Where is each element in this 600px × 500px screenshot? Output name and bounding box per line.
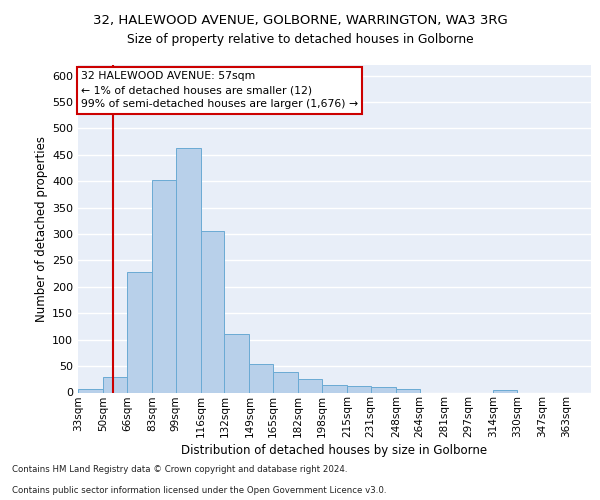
Bar [371, 387, 396, 392]
Text: Contains public sector information licensed under the Open Government Licence v3: Contains public sector information licen… [12, 486, 386, 495]
Text: 32 HALEWOOD AVENUE: 57sqm
← 1% of detached houses are smaller (12)
99% of semi-d: 32 HALEWOOD AVENUE: 57sqm ← 1% of detach… [81, 72, 358, 110]
Bar [396, 389, 419, 392]
Bar [224, 334, 250, 392]
Bar [152, 180, 176, 392]
Bar [78, 389, 103, 392]
Text: Contains HM Land Registry data © Crown copyright and database right 2024.: Contains HM Land Registry data © Crown c… [12, 465, 347, 474]
Bar [103, 376, 127, 392]
Bar [273, 372, 298, 392]
X-axis label: Distribution of detached houses by size in Golborne: Distribution of detached houses by size … [181, 444, 488, 458]
Bar [298, 379, 322, 392]
Bar [347, 386, 371, 392]
Bar [176, 148, 201, 392]
Text: Size of property relative to detached houses in Golborne: Size of property relative to detached ho… [127, 32, 473, 46]
Text: 32, HALEWOOD AVENUE, GOLBORNE, WARRINGTON, WA3 3RG: 32, HALEWOOD AVENUE, GOLBORNE, WARRINGTO… [92, 14, 508, 27]
Bar [250, 364, 273, 392]
Bar [201, 232, 224, 392]
Bar [322, 385, 347, 392]
Bar [127, 272, 152, 392]
Bar [493, 390, 517, 392]
Y-axis label: Number of detached properties: Number of detached properties [35, 136, 48, 322]
